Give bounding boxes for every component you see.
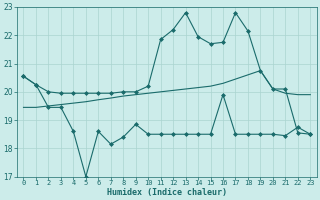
X-axis label: Humidex (Indice chaleur): Humidex (Indice chaleur) xyxy=(107,188,227,197)
